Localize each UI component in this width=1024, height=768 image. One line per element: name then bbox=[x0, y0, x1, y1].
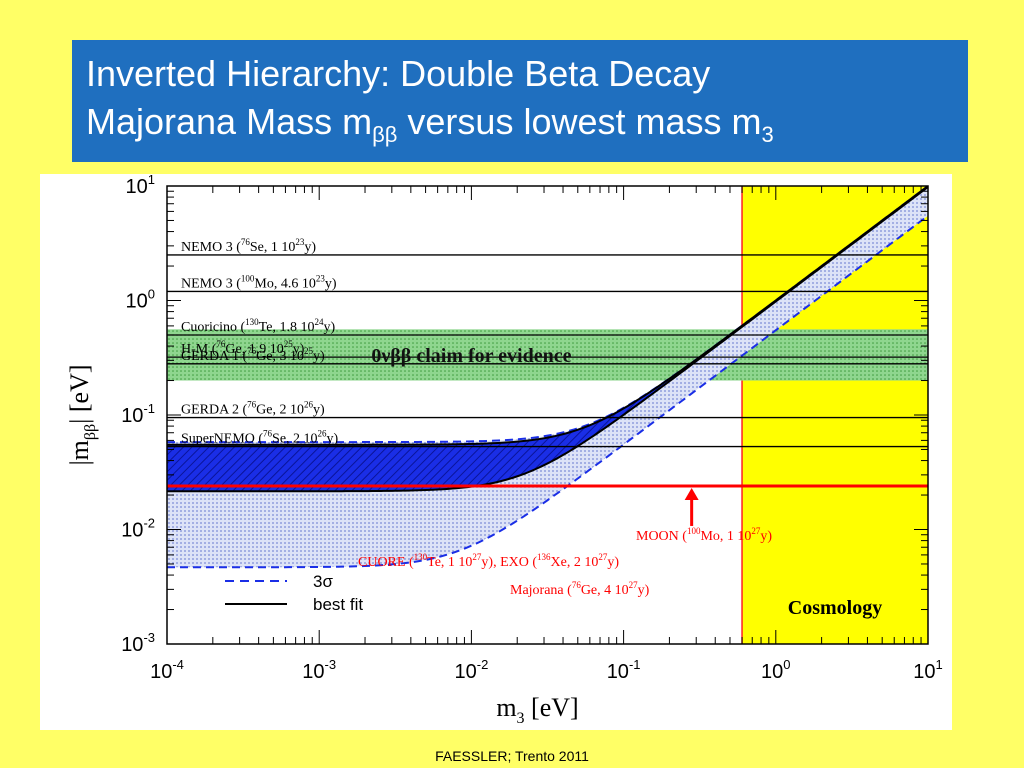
x-tick-label-5: 101 bbox=[913, 657, 942, 683]
limit-label-5: GERDA 2 (76Ge, 2 1026y) bbox=[181, 400, 325, 418]
hm-claim-band bbox=[167, 329, 928, 381]
mass-plot: 10-4 10-3 10-2 10-1 100 10110-310-210-1100101… bbox=[65, 174, 943, 727]
limit-label-6: SuperNEMO (76Se, 2 1026y) bbox=[181, 429, 339, 447]
cosmology-label: Cosmology bbox=[788, 597, 882, 619]
legend-label-1: best fit bbox=[313, 595, 363, 614]
band-3sigma-lower-edge bbox=[167, 214, 928, 569]
x-tick-label-3: 10-1 bbox=[607, 657, 641, 683]
title-line-1: Inverted Hierarchy: Double Beta Decay bbox=[86, 53, 711, 94]
figure-panel: 10-4 10-3 10-2 10-1 100 101 10-3 10-2 10-1 100 101… bbox=[40, 174, 952, 730]
hm-claim-label: 0νββ claim for evidence bbox=[371, 345, 571, 367]
future-label-2: Majorana (76Ge, 4 1027y) bbox=[510, 580, 650, 598]
y-tick-label-2: 10-1 bbox=[121, 401, 155, 427]
x-tick-label-2: 10-2 bbox=[454, 657, 488, 683]
title-line-2: Majorana Mass mββ versus lowest mass m3 bbox=[86, 98, 954, 159]
y-tick-label-1: 10-2 bbox=[121, 516, 155, 542]
future-label-1: CUORE (130Te, 1 1027y), EXO (136Xe, 2 10… bbox=[358, 552, 619, 570]
limit-label-0: NEMO 3 (76Se, 1 1023y) bbox=[181, 237, 316, 255]
x-axis-label: m3 [eV] bbox=[496, 693, 578, 727]
title-line-2-sub-beta: ββ bbox=[372, 122, 398, 148]
footer-credit: FAESSLER; Trento 2011 bbox=[435, 748, 589, 764]
title-line-2-mid: versus lowest mass m bbox=[397, 101, 762, 142]
limit-label-1: NEMO 3 (100Mo, 4.6 1023y) bbox=[181, 273, 337, 291]
limit-label-4: GERDA 1 (76Ge, 3 1025y) bbox=[181, 346, 325, 364]
band-best-fit-lower-edge bbox=[167, 186, 928, 493]
slide-title: Inverted Hierarchy: Double Beta Decay Ma… bbox=[72, 40, 968, 162]
future-label-0: MOON (100Mo, 1 1027y) bbox=[636, 526, 772, 544]
y-axis-label: |mββ| [eV] bbox=[65, 364, 99, 465]
y-tick-label-0: 10-3 bbox=[121, 630, 155, 656]
title-line-2-prefix: Majorana Mass m bbox=[86, 101, 373, 142]
title-line-2-sub-3: 3 bbox=[761, 122, 774, 148]
band-best-fit bbox=[167, 186, 928, 492]
y-tick-label-4: 101 bbox=[126, 174, 155, 198]
future-limit-arrow-head bbox=[684, 487, 699, 500]
limit-label-3: H-M (76Ge, 1.9 1025y) bbox=[181, 339, 305, 357]
legend-label-0: 3σ bbox=[313, 572, 333, 591]
limit-label-2: Cuoricino (130Te, 1.8 1024y) bbox=[181, 317, 335, 335]
x-tick-label-1: 10-3 bbox=[302, 657, 336, 683]
y-tick-label-3: 100 bbox=[126, 287, 155, 313]
x-tick-label-4: 100 bbox=[761, 657, 790, 683]
x-tick-label-0: 10-4 bbox=[150, 657, 184, 683]
